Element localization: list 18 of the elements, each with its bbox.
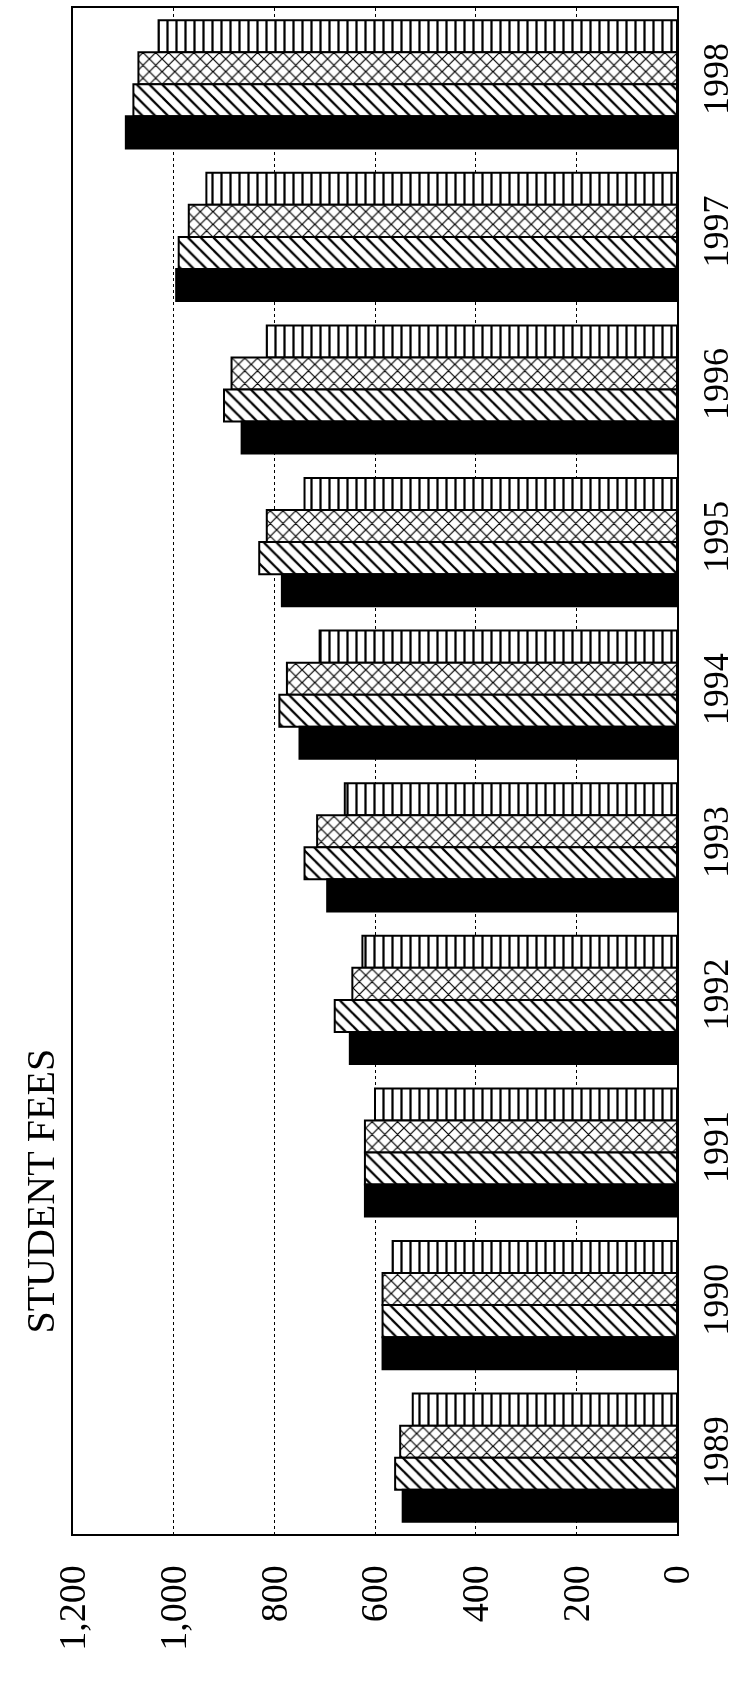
y-tick-label: 1989 xyxy=(696,1416,737,1489)
y-tick-label: 1990 xyxy=(696,1263,737,1336)
y-tick-label: 1998 xyxy=(696,42,737,115)
y-tick-label: 1996 xyxy=(696,348,737,421)
x-tick-label: 800 xyxy=(252,1565,295,1623)
text: STUDENT FEES xyxy=(18,1048,64,1334)
y-tick-label: 1994 xyxy=(696,653,737,726)
x-tick-label: 600 xyxy=(353,1565,396,1623)
y-tick-label: 1993 xyxy=(696,805,737,878)
y-tick-label: 1991 xyxy=(696,1111,737,1184)
y-tick-label: 1997 xyxy=(696,195,737,268)
y-tick-label: 1992 xyxy=(696,958,737,1031)
x-tick-label: 1,000 xyxy=(152,1565,195,1651)
x-tick-label: 1,200 xyxy=(51,1565,94,1651)
x-tick-label: 0 xyxy=(655,1565,698,1585)
y-tick-label: 1995 xyxy=(696,500,737,573)
x-tick-label: 400 xyxy=(454,1565,497,1623)
x-tick-label: 200 xyxy=(554,1565,597,1623)
